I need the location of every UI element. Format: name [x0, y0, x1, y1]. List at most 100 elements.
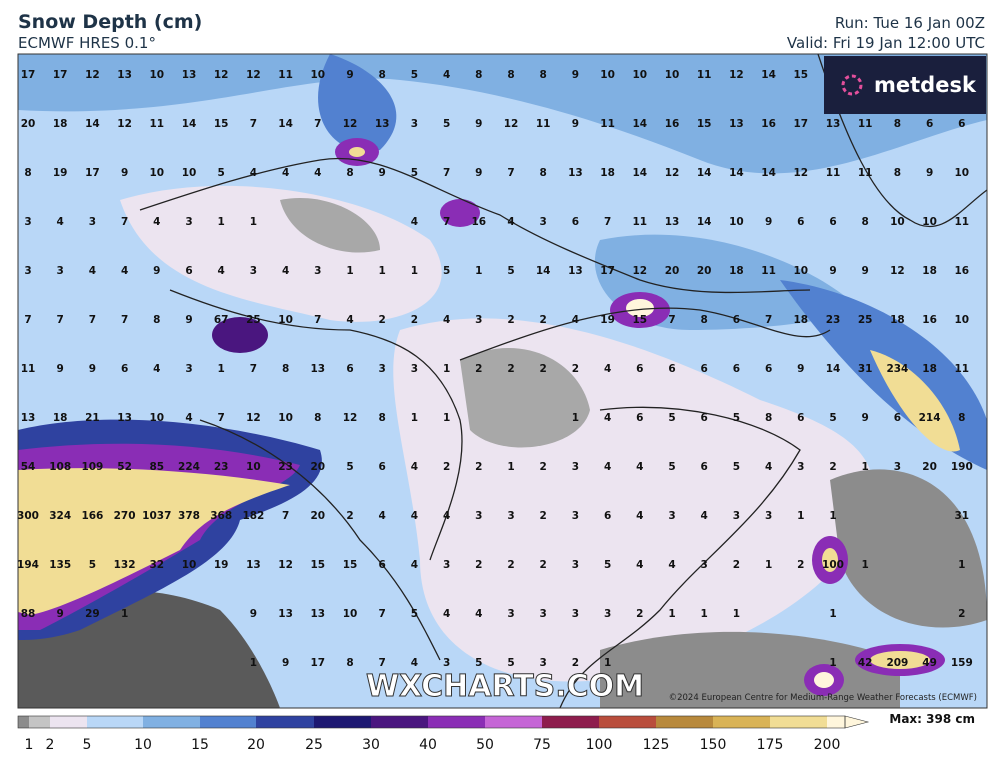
grid-value: 14 — [278, 118, 293, 130]
grid-value: 16 — [954, 265, 969, 277]
grid-value: 1 — [443, 412, 450, 424]
grid-value: 8 — [153, 314, 160, 326]
grid-value: 18 — [922, 363, 937, 375]
grid-value: 132 — [114, 559, 136, 571]
grid-value: 2 — [733, 559, 740, 571]
grid-value: 4 — [475, 608, 482, 620]
grid-value: 10 — [793, 265, 808, 277]
grid-value: 13 — [310, 363, 325, 375]
grid-value: 23 — [826, 314, 841, 326]
grid-value: 3 — [250, 265, 257, 277]
grid-value: 20 — [665, 265, 680, 277]
grid-value: 6 — [958, 118, 965, 130]
grid-value: 23 — [214, 461, 229, 473]
grid-value: 234 — [886, 363, 908, 375]
grid-value: 23 — [278, 461, 293, 473]
grid-value: 16 — [471, 216, 486, 228]
grid-value: 9 — [185, 314, 192, 326]
legend-tick-label: 10 — [134, 737, 152, 753]
grid-value: 4 — [185, 412, 192, 424]
map — [17, 53, 988, 709]
grid-value: 2 — [540, 510, 547, 522]
run: Run: Tue 16 Jan 00Z — [835, 14, 985, 32]
grid-value: 4 — [636, 559, 643, 571]
grid-value: 3 — [540, 216, 547, 228]
grid-value: 18 — [729, 265, 744, 277]
grid-value: 8 — [862, 216, 869, 228]
legend-arrow — [844, 715, 870, 729]
grid-value: 4 — [411, 461, 418, 473]
legend-swatch — [256, 716, 314, 728]
legend-swatch — [542, 716, 599, 728]
grid-value: 20 — [310, 510, 325, 522]
grid-value: 1 — [411, 265, 418, 277]
grid-value: 1 — [862, 559, 869, 571]
grid-value: 7 — [121, 216, 128, 228]
legend: Max: 398 cm 1 2 5 10 15 20 25 30 40 50 75 100 125 150… — [17, 712, 975, 753]
grid-value: 7 — [121, 314, 128, 326]
grid-value: 10 — [149, 167, 164, 179]
grid-value: 4 — [701, 510, 708, 522]
grid-value: 15 — [632, 314, 647, 326]
grid-value: 1 — [443, 363, 450, 375]
grid-value: 2 — [540, 461, 547, 473]
grid-value: 7 — [765, 314, 772, 326]
grid-value: 4 — [411, 657, 418, 669]
grid-value: 1 — [572, 412, 579, 424]
legend-swatch — [656, 716, 713, 728]
legend-swatch — [200, 716, 256, 728]
grid-value: 166 — [81, 510, 103, 522]
grid-value: 10 — [922, 216, 937, 228]
legend-tick-label: 50 — [476, 737, 494, 753]
grid-value: 17 — [310, 657, 325, 669]
grid-value: 11 — [697, 69, 712, 81]
grid-value: 4 — [346, 314, 353, 326]
grid-value: 4 — [443, 608, 450, 620]
grid-value: 4 — [379, 510, 386, 522]
grid-value: 7 — [282, 510, 289, 522]
grid-value: 324 — [49, 510, 71, 522]
grid-value: 9 — [121, 167, 128, 179]
legend-tick-label: 75 — [533, 737, 551, 753]
grid-value: 12 — [343, 118, 358, 130]
grid-value: 13 — [568, 265, 583, 277]
grid-value: 1 — [701, 608, 708, 620]
grid-value: 7 — [250, 118, 257, 130]
grid-value: 6 — [185, 265, 192, 277]
grid-value: 6 — [121, 363, 128, 375]
grid-value: 4 — [250, 167, 257, 179]
grid-value: 2 — [411, 314, 418, 326]
grid-value: 9 — [862, 265, 869, 277]
grid-value: 6 — [636, 363, 643, 375]
grid-value: 8 — [765, 412, 772, 424]
grid-value: 2 — [475, 363, 482, 375]
grid-value: 3 — [185, 216, 192, 228]
grid-value: 270 — [114, 510, 136, 522]
grid-value: 108 — [49, 461, 71, 473]
grid-value: 6 — [733, 363, 740, 375]
grid-value: 1 — [829, 510, 836, 522]
grid-value: 9 — [829, 265, 836, 277]
grid-value: 12 — [246, 69, 261, 81]
grid-value: 4 — [604, 412, 611, 424]
grid-value: 1 — [958, 559, 965, 571]
grid-value: 159 — [951, 657, 973, 669]
copyright: ©2024 European Centre for Medium-Range W… — [669, 693, 977, 703]
grid-value: 15 — [310, 559, 325, 571]
grid-value: 4 — [443, 510, 450, 522]
grid-value: 194 — [17, 559, 39, 571]
legend-tick-label: 40 — [419, 737, 437, 753]
grid-value: 4 — [89, 265, 96, 277]
grid-value: 16 — [922, 314, 937, 326]
legend-tick-label: 200 — [814, 737, 841, 753]
grid-value: 2 — [507, 559, 514, 571]
grid-value: 4 — [443, 314, 450, 326]
grid-value: 109 — [81, 461, 103, 473]
grid-value: 85 — [149, 461, 164, 473]
grid-value: 3 — [604, 608, 611, 620]
grid-value: 13 — [246, 559, 261, 571]
grid-value: 19 — [600, 314, 615, 326]
grid-value: 18 — [53, 412, 68, 424]
grid-value: 5 — [733, 412, 740, 424]
grid-value: 7 — [604, 216, 611, 228]
